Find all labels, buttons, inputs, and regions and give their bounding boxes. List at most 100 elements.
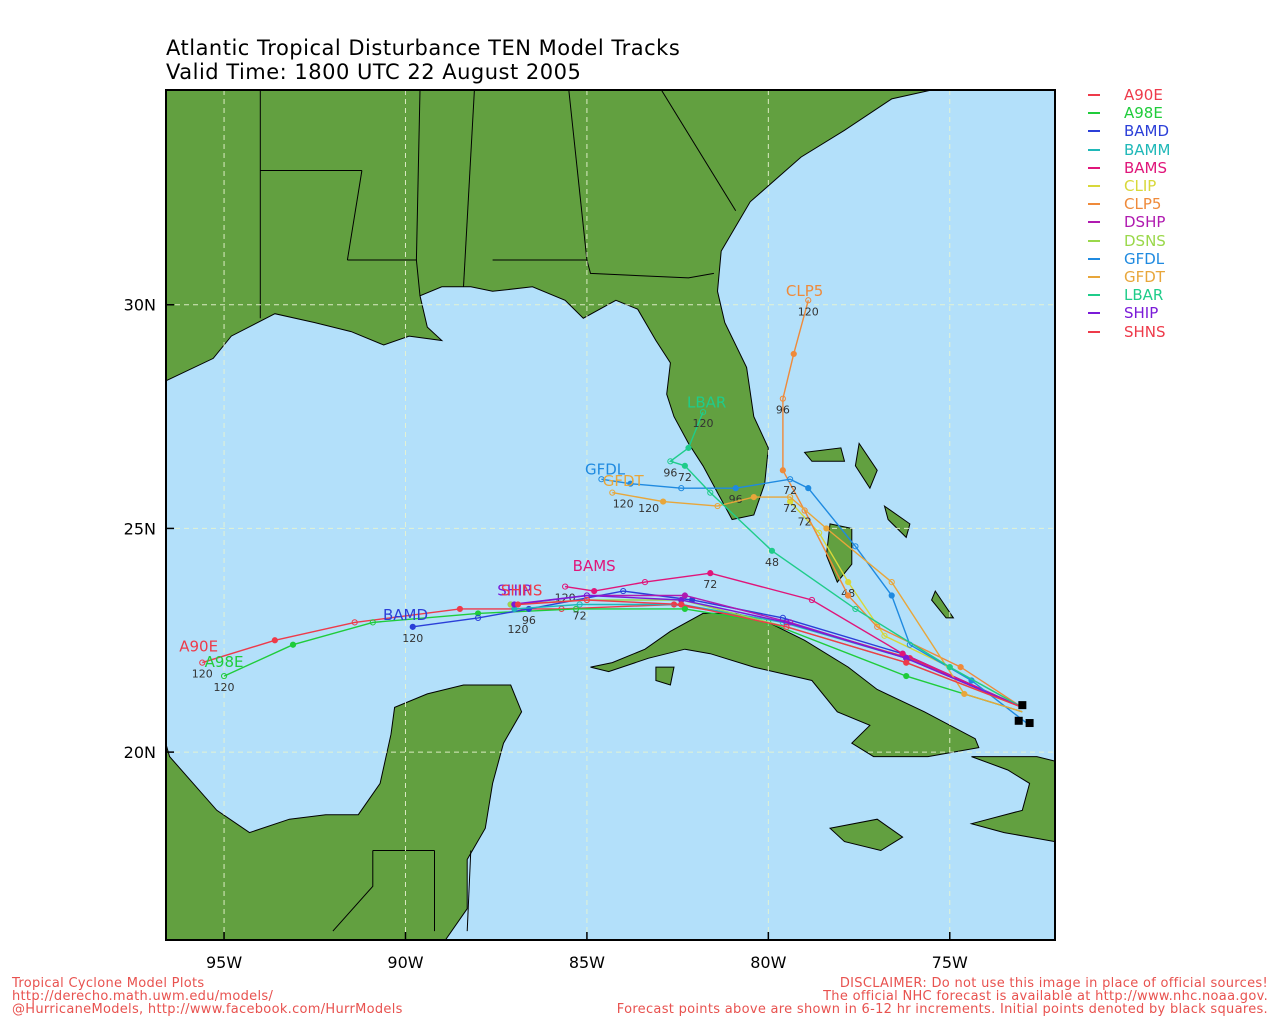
- political-border: [463, 90, 475, 287]
- forecast-point: [899, 650, 906, 657]
- forecast-point: [681, 592, 688, 599]
- legend-swatch: [1088, 221, 1100, 224]
- forecast-point: [598, 476, 605, 483]
- model-label: GFDT: [603, 472, 645, 490]
- political-border: [568, 90, 588, 261]
- forecast-point: [874, 623, 881, 630]
- forecast-hour-label: 120: [798, 305, 819, 318]
- model-label: A98E: [205, 653, 244, 671]
- model-label: SHIP: [497, 582, 531, 600]
- forecast-hour-label: 72: [678, 471, 692, 484]
- forecast-point: [707, 570, 714, 577]
- land-yucatan: [166, 684, 523, 940]
- political-border: [415, 90, 421, 261]
- model-label: CLP5: [786, 282, 823, 300]
- land-isle-of-youth: [655, 666, 675, 686]
- model-label: BAMS: [573, 557, 616, 575]
- legend-item-bams: BAMS: [1088, 159, 1170, 177]
- forecast-point: [678, 485, 685, 492]
- forecast-point: [779, 395, 786, 402]
- forecast-point: [271, 637, 278, 644]
- legend-item-ship: SHIP: [1088, 304, 1170, 322]
- land-masses: [166, 90, 1055, 940]
- legend-item-dsns: DSNS: [1088, 232, 1170, 250]
- track-line: [612, 491, 1023, 713]
- forecast-point: [351, 619, 358, 626]
- political-border: [346, 170, 363, 261]
- forecast-point: [289, 641, 297, 648]
- axes: 95W 90W 85W 80W 75W 30N 25N 20N: [124, 296, 968, 972]
- initial-point: [1014, 716, 1023, 725]
- track-line: [223, 608, 1023, 713]
- forecast-point: [946, 664, 953, 671]
- forecast-hour-label: 120: [638, 502, 659, 515]
- land-grand-bahama: [803, 447, 846, 462]
- forecast-point: [790, 350, 797, 358]
- track-shns: SHNS: [501, 582, 1023, 709]
- legend-label: CLP5: [1124, 195, 1162, 214]
- legend-label: DSHP: [1124, 213, 1166, 232]
- land-hispaniola: [969, 756, 1055, 843]
- legend-label: BAMD: [1124, 122, 1170, 141]
- model-label: GFDL: [585, 461, 626, 479]
- legend-swatch: [1088, 294, 1100, 297]
- forecast-point: [888, 579, 895, 586]
- legend-item-gfdt: GFDT: [1088, 268, 1170, 286]
- lon-tick-label: 90W: [387, 953, 423, 972]
- lat-tick-label: 25N: [124, 519, 156, 538]
- forecast-point: [957, 664, 964, 671]
- forecast-point: [641, 579, 649, 586]
- political-border: [466, 850, 472, 932]
- forecast-point: [681, 605, 688, 613]
- forecast-point: [805, 485, 812, 492]
- forecast-hour-label: 120: [214, 681, 235, 694]
- footer-social[interactable]: @HurricaneModels, http://www.facebook.co…: [12, 1002, 403, 1017]
- forecast-hour-label: 120: [402, 632, 423, 645]
- legend-label: BAMM: [1124, 140, 1171, 159]
- forecast-point: [572, 605, 580, 613]
- forecast-point: [409, 623, 416, 630]
- forecast-point: [685, 444, 692, 451]
- legend-swatch: [1088, 148, 1100, 151]
- track-a98e: 120 A98E: [205, 605, 1023, 713]
- legend-label: SHIP: [1124, 304, 1159, 323]
- legend-swatch: [1088, 275, 1100, 278]
- legend-swatch: [1088, 185, 1100, 188]
- forecast-hour-label: 72: [783, 484, 797, 497]
- forecast-point: [707, 489, 714, 496]
- forecast-point: [787, 498, 794, 505]
- track-line: [514, 594, 1023, 709]
- legend-label: A98E: [1124, 104, 1163, 123]
- forecast-hour-label: 96: [663, 466, 677, 479]
- lat-tick-label: 20N: [124, 743, 156, 762]
- legend-swatch: [1088, 239, 1100, 242]
- forecast-point: [562, 583, 569, 590]
- footer-nhc-note: The official NHC forecast is available a…: [823, 989, 1268, 1004]
- legend-item-a90e: A90E: [1088, 86, 1170, 104]
- legend-item-shns: SHNS: [1088, 322, 1170, 341]
- legend: A90E A98E BAMD BAMM BAMS CLIP CLP5 DSHP DSNS GFDL…: [1088, 86, 1170, 341]
- lon-tick-label: 85W: [569, 953, 605, 972]
- forecast-hour-label: 96: [776, 404, 790, 417]
- forecast-point: [591, 587, 598, 595]
- forecast-point: [660, 498, 667, 505]
- legend-swatch: [1088, 112, 1100, 115]
- forecast-hour-label: 72: [798, 516, 812, 529]
- lon-tick-label: 75W: [932, 953, 968, 972]
- footer-url[interactable]: http://derecho.math.uwm.edu/models/: [12, 989, 274, 1004]
- forecast-point: [681, 462, 688, 469]
- forecast-point: [768, 547, 776, 554]
- forecast-point: [750, 494, 757, 501]
- forecast-hour-label: 72: [783, 502, 797, 515]
- legend-item-dshp: DSHP: [1088, 213, 1170, 231]
- legend-item-bamd: BAMD: [1088, 122, 1170, 140]
- legend-label: DSNS: [1124, 231, 1166, 250]
- legend-label: LBAR: [1124, 286, 1164, 305]
- forecast-point: [888, 592, 895, 599]
- forecast-point: [699, 409, 707, 416]
- forecast-point: [845, 579, 852, 586]
- forecast-point: [801, 507, 808, 514]
- forecast-point: [787, 476, 794, 483]
- legend-item-clip: CLIP: [1088, 177, 1170, 195]
